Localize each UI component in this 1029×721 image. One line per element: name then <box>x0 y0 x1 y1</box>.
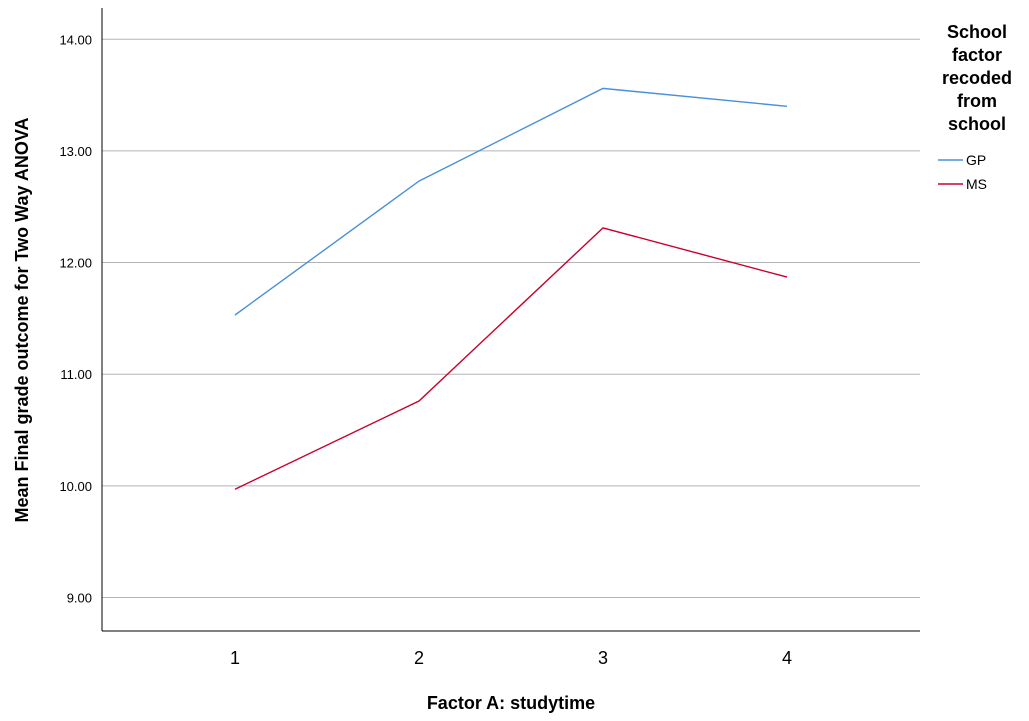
legend-title-line: factor <box>952 45 1002 65</box>
x-axis-label: Factor A: studytime <box>427 693 595 713</box>
x-tick-label: 2 <box>414 648 424 668</box>
legend-title-line: from <box>957 91 997 111</box>
x-tick-labels: 1 2 3 4 <box>230 648 792 668</box>
legend-title-line: recoded <box>942 68 1012 88</box>
grid-lines <box>102 38 920 599</box>
y-axis-label: Mean Final grade outcome for Two Way ANO… <box>12 117 32 522</box>
legend-label-gp: GP <box>966 152 986 168</box>
x-tick-label: 1 <box>230 648 240 668</box>
y-tick-label: 12.00 <box>59 256 92 271</box>
y-tick-label: 9.00 <box>67 591 92 606</box>
legend-label-ms: MS <box>966 176 987 192</box>
legend: School factor recoded from school GP MS <box>938 22 1012 192</box>
x-tick-label: 4 <box>782 648 792 668</box>
legend-title-line: School <box>947 22 1007 42</box>
y-tick-label: 10.00 <box>59 479 92 494</box>
series-line-gp <box>234 87 788 316</box>
y-tick-labels: 9.00 10.00 11.00 12.00 13.00 14.00 <box>59 32 92 605</box>
y-tick-label: 14.00 <box>59 32 92 47</box>
series-line-ms <box>234 227 788 490</box>
series-lines <box>234 87 788 490</box>
y-tick-label: 13.00 <box>59 144 92 159</box>
x-tick-label: 3 <box>598 648 608 668</box>
legend-title-line: school <box>948 114 1006 134</box>
y-tick-label: 11.00 <box>60 367 92 382</box>
